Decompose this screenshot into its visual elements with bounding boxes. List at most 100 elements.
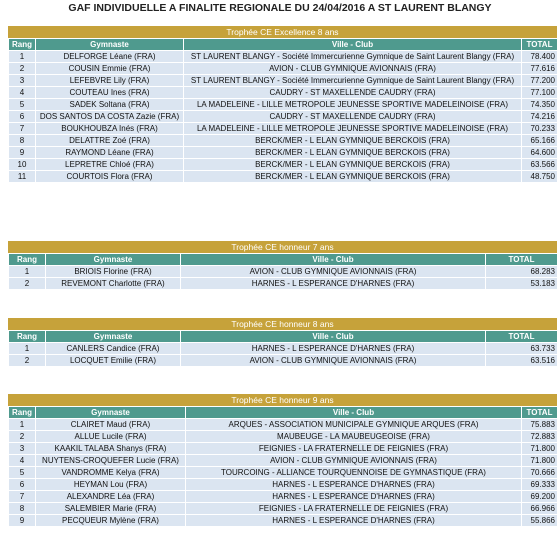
cell: 70.666 — [521, 466, 558, 479]
cell: REVEMONT Charlotte (FRA) — [45, 277, 181, 290]
cell: 10 — [8, 158, 36, 171]
cell: 68.283 — [485, 265, 558, 278]
section-caption: Trophée CE Excellence 8 ans — [8, 26, 557, 38]
result-row: 2 COUSIN Emmie (FRA) AVION - CLUB GYMNIQUE… — [8, 62, 558, 75]
result-row: 4 NUYTENS-CROQUEFER Lucie (FRA) AVION - CL… — [8, 454, 558, 467]
cell: LA MADELEINE - LILLE METROPOLE JEUNESSE … — [183, 122, 522, 135]
column-header: Rang — [8, 406, 36, 419]
column-header: TOTAL — [521, 406, 558, 419]
header-row: Rang Gymnaste Ville - Club TOTAL — [8, 253, 558, 266]
cell: 3 — [8, 442, 36, 455]
result-row: 3 KAAKIL TALABA Shanys (FRA) FEIGNIES - LA… — [8, 442, 558, 455]
cell: CAUDRY - ST MAXELLENDE CAUDRY (FRA) — [183, 110, 522, 123]
cell: 69.333 — [521, 478, 558, 491]
cell: ALLUE Lucile (FRA) — [35, 430, 186, 443]
result-row: 1 BRIOIS Florine (FRA) AVION - CLUB GYMNIQ… — [8, 265, 558, 278]
cell: HARNES - L ESPERANCE D'HARNES (FRA) — [180, 342, 486, 355]
cell: SADEK Soltana (FRA) — [35, 98, 184, 111]
cell: AVION - CLUB GYMNIQUE AVIONNAIS (FRA) — [185, 454, 522, 467]
cell: BERCK/MER - L ELAN GYMNIQUE BERCKOIS (FR… — [183, 134, 522, 147]
cell: 2 — [8, 62, 36, 75]
cell: SALEMBIER Marie (FRA) — [35, 502, 186, 515]
result-row: 1 DELFORGE Léane (FRA) ST LAURENT BLANGY -… — [8, 50, 558, 63]
cell: 74.216 — [521, 110, 558, 123]
header-row: Rang Gymnaste Ville - Club TOTAL — [8, 406, 558, 419]
cell: 6 — [8, 110, 36, 123]
column-header: Gymnaste — [45, 330, 181, 343]
column-header: TOTAL — [521, 38, 558, 51]
cell: 77.616 — [521, 62, 558, 75]
title: GAF INDIVIDUELLE A FINALITE REGIONALE DU… — [68, 2, 492, 14]
cell: VANDROMME Kelya (FRA) — [35, 466, 186, 479]
result-row: 8 DELATTRE Zoé (FRA) BERCK/MER - L ELAN GY… — [8, 134, 558, 147]
cell: CAUDRY - ST MAXELLENDE CAUDRY (FRA) — [183, 86, 522, 99]
column-header: Gymnaste — [45, 253, 181, 266]
cell: 5 — [8, 98, 36, 111]
result-row: 6 HEYMAN Lou (FRA) HARNES - L ESPERANCE D'… — [8, 478, 558, 491]
cell: 2 — [8, 430, 36, 443]
cell: 4 — [8, 86, 36, 99]
cell: 48.750 — [521, 170, 558, 183]
results-table: Rang Gymnaste Ville - Club TOTAL 1 CLAIRET Ma… — [8, 406, 558, 527]
column-header: Rang — [8, 330, 46, 343]
cell: 11 — [8, 170, 36, 183]
cell: COUTEAU Ines (FRA) — [35, 86, 184, 99]
cell: 1 — [8, 265, 46, 278]
result-row: 8 SALEMBIER Marie (FRA) FEIGNIES - LA FRAT… — [8, 502, 558, 515]
cell: MAUBEUGE - LA MAUBEUGEOISE (FRA) — [185, 430, 522, 443]
cell: BOUKHOUBZA Inés (FRA) — [35, 122, 184, 135]
cell: 1 — [8, 418, 36, 431]
cell: FEIGNIES - LA FRATERNELLE DE FEIGNIES (F… — [185, 442, 522, 455]
cell: 2 — [8, 277, 46, 290]
section: Trophée CE Excellence 8 ans Rang Gymnaste V… — [8, 26, 558, 183]
cell: CLAIRET Maud (FRA) — [35, 418, 186, 431]
cell: 53.183 — [485, 277, 558, 290]
cell: 5 — [8, 466, 36, 479]
cell: 55.866 — [521, 514, 558, 527]
cell: 77.100 — [521, 86, 558, 99]
cell: PECQUEUR Mylène (FRA) — [35, 514, 186, 527]
cell: LOCQUET Emilie (FRA) — [45, 354, 181, 367]
column-header: TOTAL — [485, 253, 558, 266]
result-row: 7 BOUKHOUBZA Inés (FRA) LA MADELEINE - LIL… — [8, 122, 558, 135]
cell: 7 — [8, 490, 36, 503]
result-row: 9 RAYMOND Léane (FRA) BERCK/MER - L ELAN G… — [8, 146, 558, 159]
cell: 4 — [8, 454, 36, 467]
cell: NUYTENS-CROQUEFER Lucie (FRA) — [35, 454, 186, 467]
cell: 2 — [8, 354, 46, 367]
result-row: 1 CANLERS Candice (FRA) HARNES - L ESPERAN… — [8, 342, 558, 355]
cell: 69.200 — [521, 490, 558, 503]
cell: COURTOIS Flora (FRA) — [35, 170, 184, 183]
cell: BERCK/MER - L ELAN GYMNIQUE BERCKOIS (FR… — [183, 170, 522, 183]
cell: 9 — [8, 146, 36, 159]
cell: 8 — [8, 134, 36, 147]
cell: DOS SANTOS DA COSTA Zazie (FRA) — [35, 110, 184, 123]
column-header: Ville - Club — [180, 330, 486, 343]
cell: 63.516 — [485, 354, 558, 367]
cell: 75.883 — [521, 418, 558, 431]
cell: HARNES - L ESPERANCE D'HARNES (FRA) — [185, 478, 522, 491]
column-header: Ville - Club — [185, 406, 522, 419]
cell: 71.800 — [521, 454, 558, 467]
cell: 63.733 — [485, 342, 558, 355]
cell: KAAKIL TALABA Shanys (FRA) — [35, 442, 186, 455]
cell: BERCK/MER - L ELAN GYMNIQUE BERCKOIS (FR… — [183, 146, 522, 159]
result-row: 5 SADEK Soltana (FRA) LA MADELEINE - LILLE… — [8, 98, 558, 111]
result-row: 2 ALLUE Lucile (FRA) MAUBEUGE - LA MAUBEUG… — [8, 430, 558, 443]
header-row: Rang Gymnaste Ville - Club TOTAL — [8, 38, 558, 51]
header-row: Rang Gymnaste Ville - Club TOTAL — [8, 330, 558, 343]
cell: DELFORGE Léane (FRA) — [35, 50, 184, 63]
cell: 65.166 — [521, 134, 558, 147]
cell: AVION - CLUB GYMNIQUE AVIONNAIS (FRA) — [180, 265, 486, 278]
cell: COUSIN Emmie (FRA) — [35, 62, 184, 75]
cell: 63.566 — [521, 158, 558, 171]
cell: 9 — [8, 514, 36, 527]
section-caption: Trophée CE honneur 7 ans — [8, 241, 557, 253]
cell: HEYMAN Lou (FRA) — [35, 478, 186, 491]
cell: 72.883 — [521, 430, 558, 443]
results-table: Rang Gymnaste Ville - Club TOTAL 1 BRIOIS Flo… — [8, 253, 558, 290]
column-header: Gymnaste — [35, 406, 186, 419]
cell: LEFEBVRE Lily (FRA) — [35, 74, 184, 87]
column-header: Rang — [8, 253, 46, 266]
